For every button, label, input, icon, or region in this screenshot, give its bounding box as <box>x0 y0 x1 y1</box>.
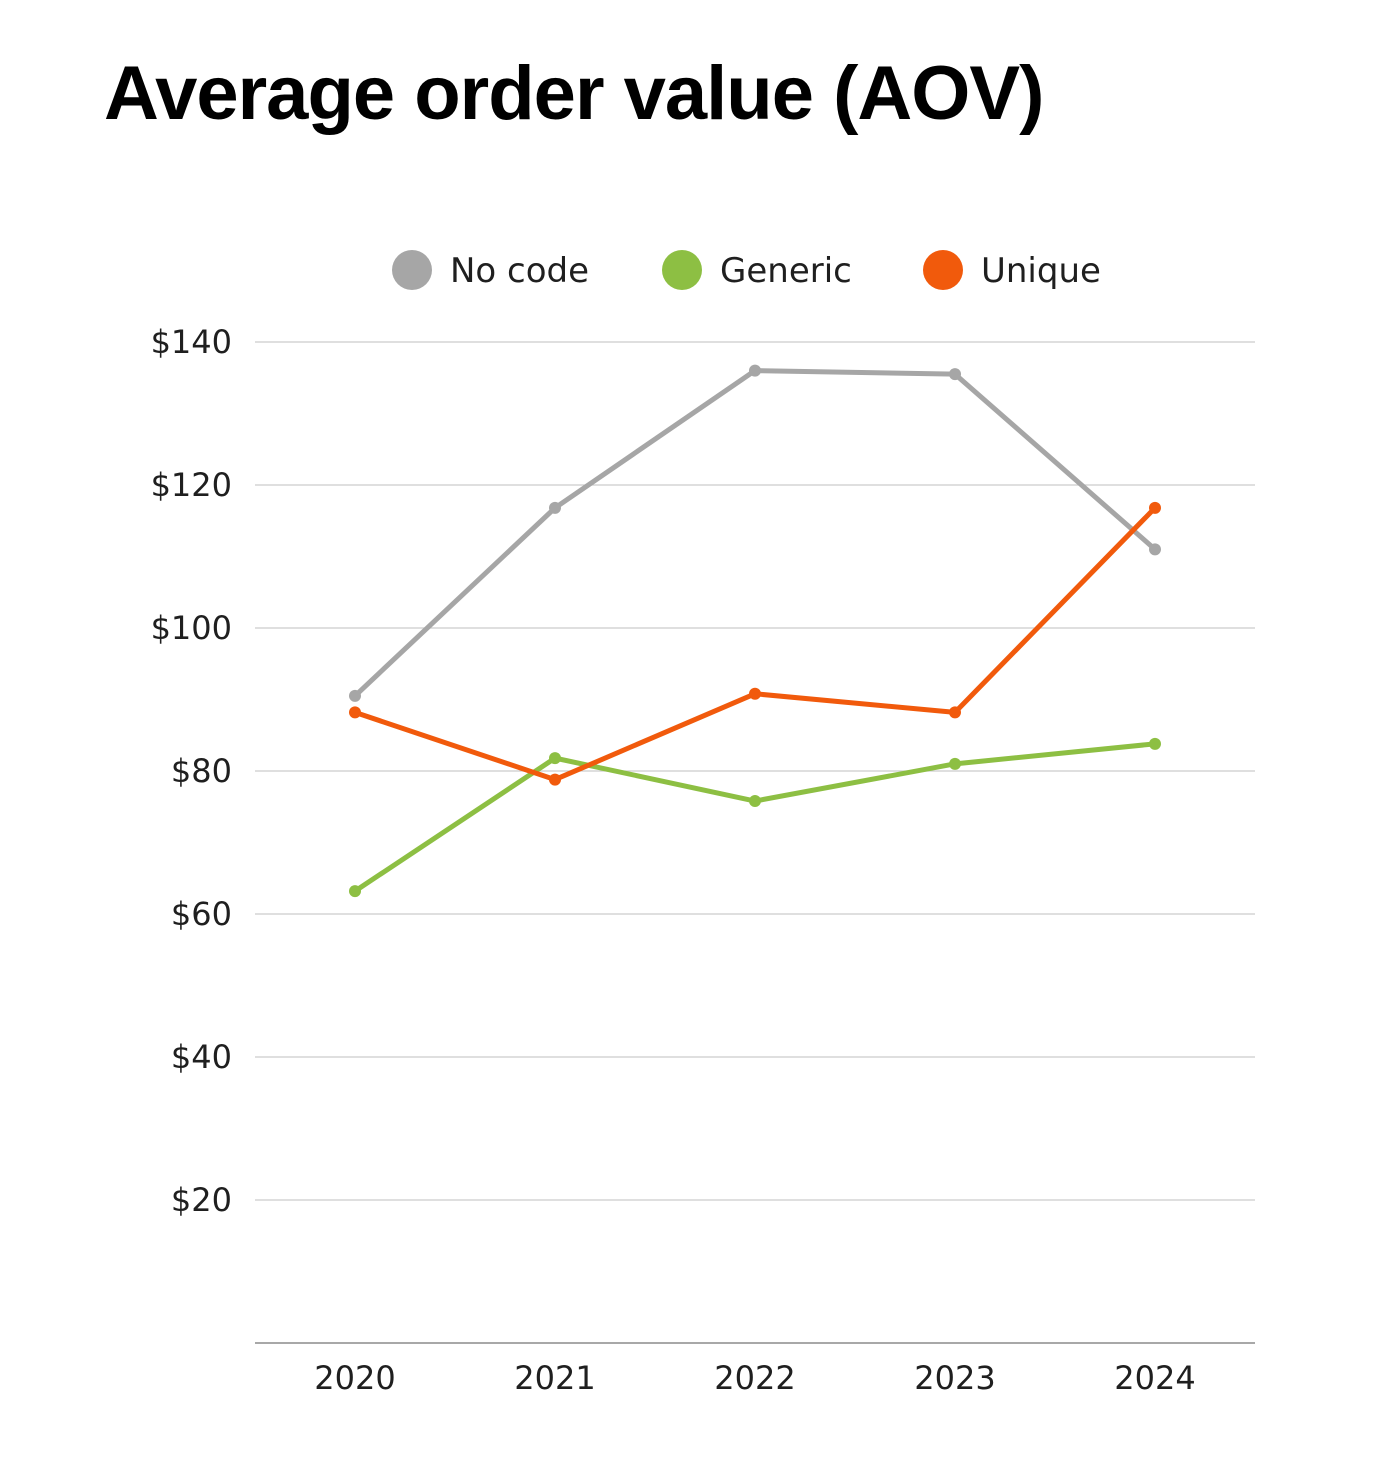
legend-marker-no-code <box>392 250 432 290</box>
data-point-no-code <box>1149 543 1161 556</box>
series-no-code <box>349 364 1161 702</box>
gridlines <box>255 341 1255 1201</box>
data-point-generic <box>349 885 361 898</box>
series-generic <box>349 737 1161 898</box>
legend-item-unique: Unique <box>923 250 1101 291</box>
y-tick-label: $120 <box>151 466 232 504</box>
y-tick-label: $60 <box>171 895 232 933</box>
x-tick-label: 2024 <box>1114 1359 1195 1397</box>
x-tick-label: 2020 <box>314 1359 395 1397</box>
legend-label-unique: Unique <box>981 251 1101 291</box>
legend-label-generic: Generic <box>720 251 852 291</box>
legend-item-generic: Generic <box>662 250 852 291</box>
data-point-no-code <box>549 501 561 514</box>
series-line-generic <box>352 741 1158 894</box>
data-point-unique <box>1149 501 1161 514</box>
data-point-no-code <box>749 364 761 377</box>
data-point-unique <box>949 706 961 719</box>
legend-marker-unique <box>923 250 963 290</box>
data-point-no-code <box>349 689 361 702</box>
x-tick-label: 2021 <box>514 1359 595 1397</box>
legend: No code Generic Unique <box>392 250 1101 291</box>
y-tick-label: $80 <box>171 752 232 790</box>
series-unique <box>349 501 1161 786</box>
axes: $20 $40 $60 $80 $100 $120 $140 2020 2021 2022 2023… <box>151 323 1255 1397</box>
data-point-generic <box>549 752 561 765</box>
x-tick-label: 2022 <box>714 1359 795 1397</box>
data-point-generic <box>749 795 761 808</box>
y-tick-label: $140 <box>151 323 232 361</box>
x-tick-label: 2023 <box>914 1359 995 1397</box>
legend-marker-generic <box>662 250 702 290</box>
data-point-no-code <box>949 368 961 381</box>
y-tick-label: $40 <box>171 1038 232 1076</box>
series-line-no-code <box>352 368 1158 699</box>
chart-title: Average order value (AOV) <box>104 51 1044 136</box>
y-tick-label: $100 <box>151 609 232 647</box>
data-point-generic <box>949 757 961 770</box>
data-point-unique <box>549 773 561 786</box>
series-lines <box>349 364 1161 898</box>
legend-item-no-code: No code <box>392 250 589 291</box>
legend-label-no-code: No code <box>450 251 589 291</box>
data-point-unique <box>749 687 761 700</box>
data-point-generic <box>1149 737 1161 750</box>
series-line-unique <box>352 505 1158 783</box>
y-tick-label: $20 <box>171 1181 232 1219</box>
data-point-unique <box>349 706 361 719</box>
